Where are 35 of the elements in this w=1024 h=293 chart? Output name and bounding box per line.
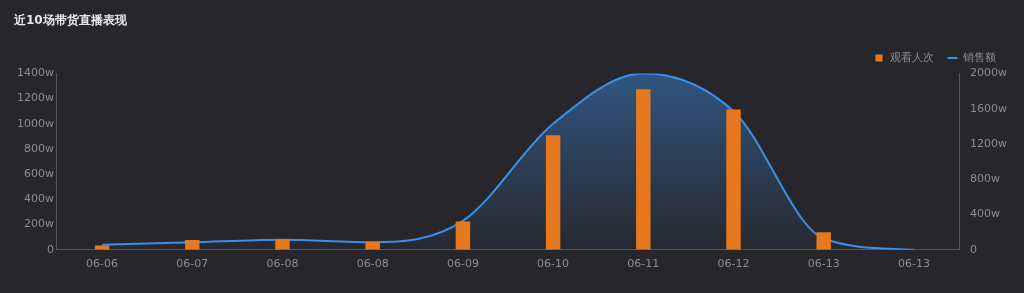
x-tick-label: 06-08 <box>266 257 299 271</box>
x-tick-label: 06-06 <box>86 257 119 271</box>
y2-tick-label: 1600w <box>970 101 1008 115</box>
bar <box>545 135 561 250</box>
bar <box>636 89 651 250</box>
x-tick-label: 06-13 <box>897 257 930 271</box>
y-tick-label: 0 <box>46 242 54 256</box>
y-tick-label: 200w <box>23 217 54 231</box>
x-tick-label: 06-12 <box>717 257 750 271</box>
x-tick-label: 06-09 <box>446 257 479 271</box>
x-tick-label: 06-08 <box>356 257 389 271</box>
y-tick-label: 800w <box>23 141 54 155</box>
y-tick-label: 1400w <box>16 66 54 80</box>
bar <box>275 239 290 250</box>
bar <box>726 109 741 250</box>
y-tick-label: 1000w <box>16 116 54 130</box>
x-tick-label: 06-13 <box>807 257 840 271</box>
y-tick-label: 1200w <box>16 91 54 105</box>
y-tick-label: 600w <box>23 167 54 181</box>
legend-label: 观看人次 <box>889 50 934 64</box>
y2-tick-label: 800w <box>970 172 1001 186</box>
y2-tick-label: 2000w <box>970 66 1008 80</box>
bar <box>185 240 200 250</box>
x-tick-label: 06-07 <box>176 257 209 271</box>
legend-label: 销售额 <box>962 50 996 64</box>
y2-tick-label: 1200w <box>970 136 1008 150</box>
bar <box>365 241 380 250</box>
chart-title: 近10场带货直播表现 <box>13 13 128 28</box>
x-tick-label: 06-11 <box>627 257 660 271</box>
bar <box>455 221 471 250</box>
y2-tick-label: 0 <box>970 242 978 256</box>
y2-tick-label: 400w <box>970 207 1001 221</box>
bar <box>816 232 831 250</box>
y-tick-label: 400w <box>23 192 54 206</box>
x-tick-label: 06-10 <box>537 257 570 271</box>
